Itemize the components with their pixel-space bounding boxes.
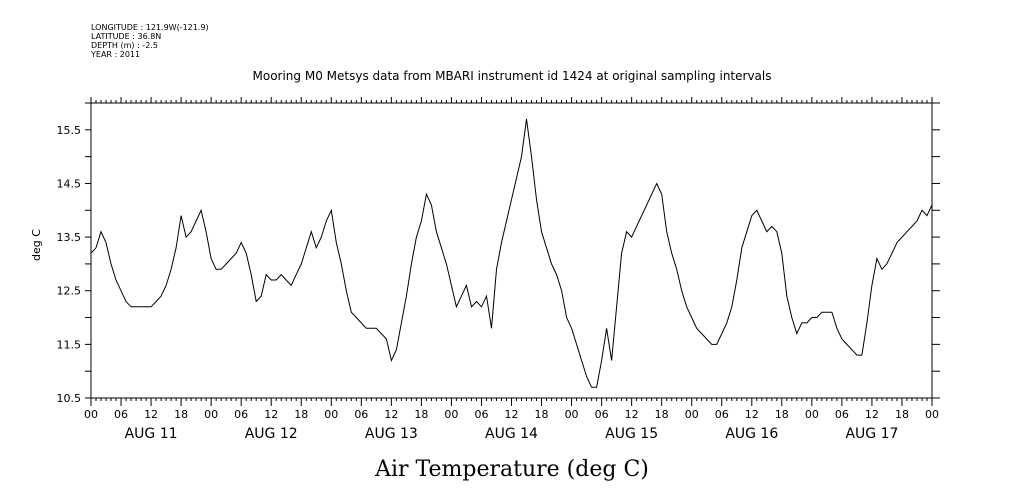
- x-tick-label: 18: [174, 408, 188, 421]
- metadata-line: DEPTH (m) : -2.5: [91, 41, 158, 50]
- x-tick-label: 06: [835, 408, 849, 421]
- y-tick-label: 14.5: [57, 177, 82, 190]
- y-tick-label: 13.5: [57, 231, 82, 244]
- x-day-label: AUG 12: [245, 426, 298, 442]
- x-tick-label: 12: [505, 408, 519, 421]
- x-tick-label: 06: [234, 408, 248, 421]
- x-tick-label: 18: [775, 408, 789, 421]
- series-group: [90, 119, 933, 388]
- x-tick-label: 12: [264, 408, 278, 421]
- x-tick-label: 12: [144, 408, 158, 421]
- x-tick-label: 12: [384, 408, 398, 421]
- x-tick-label: 06: [715, 408, 729, 421]
- x-tick-label: 00: [565, 408, 579, 421]
- y-tick-label: 12.5: [57, 285, 82, 298]
- x-tick-label: 06: [354, 408, 368, 421]
- x-tick-label: 00: [925, 408, 939, 421]
- chart-title: Mooring M0 Metsys data from MBARI instru…: [253, 69, 772, 83]
- x-axis-minor-ticks: [95, 100, 928, 401]
- series-line: [90, 119, 933, 388]
- x-day-label: AUG 13: [365, 426, 418, 442]
- x-tick-label: 12: [625, 408, 639, 421]
- y-tick-label: 10.5: [57, 392, 82, 405]
- x-tick-label: 18: [414, 408, 428, 421]
- metadata-block: LONGITUDE : 121.9W(-121.9)LATITUDE : 36.…: [90, 23, 209, 59]
- x-tick-label: 06: [474, 408, 488, 421]
- x-tick-label: 00: [324, 408, 338, 421]
- x-tick-label: 00: [805, 408, 819, 421]
- metadata-line: LATITUDE : 36.8N: [91, 32, 161, 41]
- x-axis: 00 06 12 18 00 06 12 18 00 06 12 18 00 06 12 18 00 06 12 18…: [84, 97, 939, 442]
- x-tick-label: 06: [114, 408, 128, 421]
- x-tick-label: 12: [745, 408, 759, 421]
- x-tick-label: 00: [204, 408, 218, 421]
- x-day-label: AUG 14: [485, 426, 538, 442]
- metadata-line: YEAR : 2011: [90, 50, 140, 59]
- y-tick-label: 15.5: [57, 124, 82, 137]
- y-tick-label: 11.5: [57, 338, 82, 351]
- x-tick-label: 00: [444, 408, 458, 421]
- y-axis: 10.5 11.5 12.5 13.5 14.5 15.5: [57, 102, 940, 405]
- x-tick-label: 12: [865, 408, 879, 421]
- x-day-label: AUG 11: [125, 426, 178, 442]
- x-axis-label: Air Temperature (deg C): [374, 457, 649, 482]
- x-tick-label: 18: [294, 408, 308, 421]
- x-tick-label: 18: [895, 408, 909, 421]
- x-day-label: AUG 17: [845, 426, 898, 442]
- x-tick-label: 00: [685, 408, 699, 421]
- x-day-label: AUG 15: [605, 426, 658, 442]
- plot-frame: [90, 102, 933, 399]
- x-tick-label: 06: [595, 408, 609, 421]
- metadata-line: LONGITUDE : 121.9W(-121.9): [91, 23, 209, 32]
- x-tick-label: 00: [84, 408, 98, 421]
- x-day-label: AUG 16: [725, 426, 778, 442]
- x-tick-label: 18: [655, 408, 669, 421]
- y-axis-label: deg C: [30, 229, 43, 261]
- x-tick-label: 18: [535, 408, 549, 421]
